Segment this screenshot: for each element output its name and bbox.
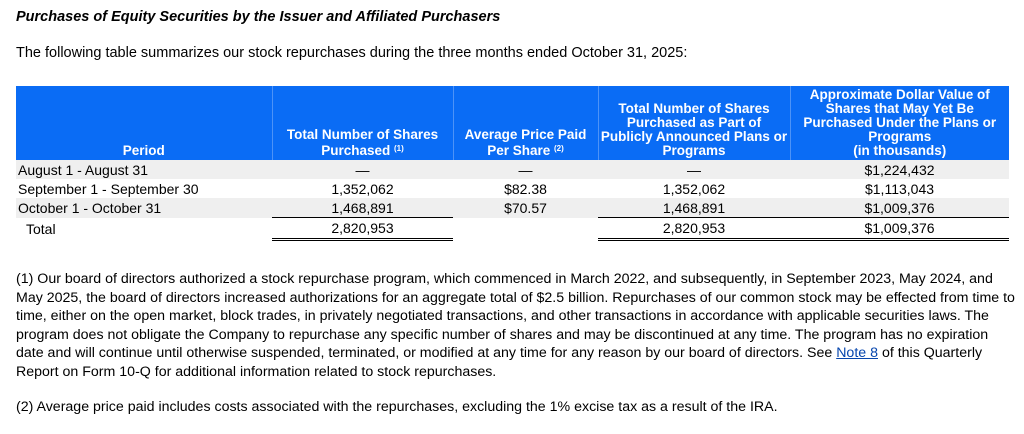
cell: 2,820,953 <box>598 217 790 241</box>
table-row: August 1 - August 31— — — $1,224,432 <box>16 160 1009 179</box>
note-8-link[interactable]: Note 8 <box>836 345 878 361</box>
total-row: Total 2,820,953 2,820,953 $1,009,376 <box>16 217 1009 241</box>
cell: $1,009,376 <box>790 198 1009 218</box>
cell: $1,224,432 <box>790 160 1009 179</box>
cell <box>453 218 598 240</box>
header-total-shares: Total Number of Shares Purchased (1) <box>271 86 453 160</box>
cell: $1,009,376 <box>790 217 1009 241</box>
footnote-1: (1) Our board of directors authorized a … <box>16 271 1015 380</box>
table-row: September 1 - September 30 1,352,062 $82.3… <box>16 179 1009 198</box>
header-plan-shares: Total Number of Shares Purchased as Part… <box>597 86 790 160</box>
total-label: Total <box>26 220 56 237</box>
cell: 1,352,062 <box>331 180 394 197</box>
cell: — <box>453 160 598 179</box>
cell: — <box>598 160 790 179</box>
header-avg-price: Average Price Paid Per Share (2) <box>452 86 598 160</box>
table-row: October 1 - October 31 1,468,891 $70.57 1,4… <box>16 198 1009 218</box>
header-dollar-value: Approximate Dollar Value of Shares that … <box>789 86 1009 160</box>
cell: 2,820,953 <box>272 217 453 241</box>
period-cell: October 1 - October 31 <box>16 198 272 218</box>
cell: $70.57 <box>453 198 598 218</box>
cell: 1,468,891 <box>598 198 790 218</box>
repurchase-table: Period Total Number of Shares Purchased … <box>16 86 1009 241</box>
section-title: Purchases of Equity Securities by the Is… <box>16 9 501 25</box>
cell: — <box>272 160 453 179</box>
cell: $82.38 <box>504 180 547 197</box>
cell: 1,352,062 <box>662 180 726 197</box>
header-period: Period <box>16 86 272 160</box>
cell: $1,113,043 <box>864 180 935 197</box>
cell: 1,468,891 <box>272 198 453 218</box>
period-cell: August 1 - August 31 <box>16 160 272 179</box>
period-cell: September 1 - September 30 <box>18 180 199 197</box>
footnotes: (1) Our board of directors authorized a … <box>16 270 1016 434</box>
intro-text: The following table summarizes our stock… <box>16 45 688 61</box>
footnote-2: (2) Average price paid includes costs as… <box>16 399 778 415</box>
